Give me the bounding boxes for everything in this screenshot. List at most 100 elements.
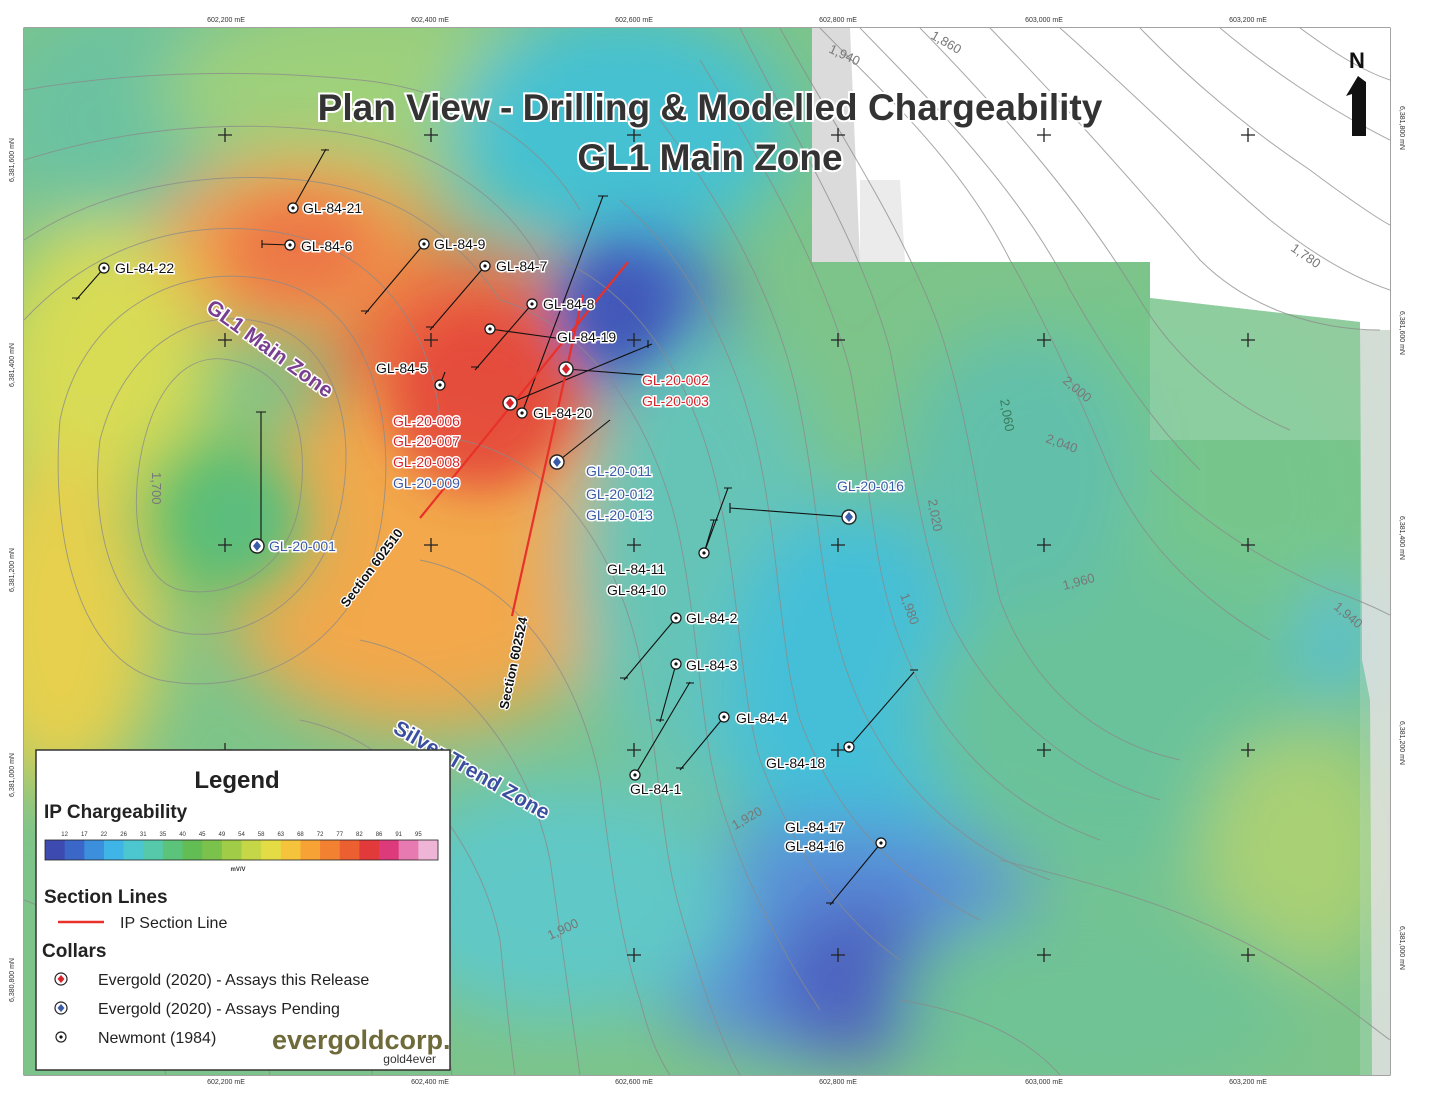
hole-label: GL-84-2 — [686, 610, 738, 626]
scale-tick-label: 17 — [81, 832, 88, 838]
svg-text:603,200 mE: 603,200 mE — [1229, 1079, 1267, 1086]
scale-tick-label: 82 — [356, 832, 363, 838]
scale-swatch — [359, 840, 380, 860]
svg-text:1,880: 1,880 — [112, 1083, 132, 1105]
hole-label: GL-84-18 — [766, 755, 825, 771]
northing-labels-left: 6,381,600 mN 6,381,400 mN 6,381,200 mN 6… — [9, 138, 16, 1002]
pending-hole-labels: GL-20-009 GL-20-011 GL-20-012 GL-20-013 … — [268, 462, 906, 556]
svg-text:602,200 mE: 602,200 mE — [207, 1079, 245, 1086]
hole-label: GL-20-003 — [642, 393, 709, 409]
svg-text:6,381,400 mN: 6,381,400 mN — [1398, 516, 1405, 560]
evergold-pending-collars — [249, 454, 857, 554]
evergold-logo: evergoldcorp. gold4ever — [272, 1025, 451, 1066]
scale-tick-label: 77 — [336, 832, 343, 838]
hole-label: GL-84-3 — [686, 657, 738, 673]
scale-swatch — [162, 840, 184, 860]
hole-label: GL-84-21 — [303, 200, 362, 216]
scale-swatch — [143, 840, 164, 860]
hole-label: GL-20-016 — [837, 478, 904, 494]
svg-text:6,381,600 mN: 6,381,600 mN — [1398, 311, 1405, 355]
scale-tick-label: 91 — [395, 832, 402, 838]
scale-tick-label: 31 — [140, 832, 147, 838]
svg-text:1,700: 1,700 — [149, 472, 164, 505]
legend: Legend IP Chargeability 12 17 22 26 31 35 40 45… — [35, 749, 451, 1071]
evergold-released-collars — [502, 361, 574, 411]
svg-text:602,800 mE: 602,800 mE — [819, 1079, 857, 1086]
hole-label: GL-20-006 — [393, 413, 460, 429]
scale-swatch — [103, 840, 125, 860]
svg-text:602,200 mE: 602,200 mE — [207, 17, 245, 24]
svg-text:603,000 mE: 603,000 mE — [1025, 1079, 1063, 1086]
hole-label: GL-84-8 — [543, 296, 595, 312]
legend-newmont-icon — [55, 1031, 67, 1043]
hole-label: GL-20-002 — [642, 372, 709, 388]
svg-text:6,381,200 mN: 6,381,200 mN — [1398, 721, 1405, 765]
svg-text:6,381,000 mN: 6,381,000 mN — [9, 753, 16, 797]
legend-section-heading: Section Lines — [44, 887, 168, 908]
chargeability-color-scale — [44, 839, 439, 861]
scale-tick-label: 35 — [160, 832, 167, 838]
scale-swatch — [221, 840, 242, 860]
svg-text:6,381,800 mN: 6,381,800 mN — [1398, 106, 1405, 150]
scale-tick-label: 54 — [238, 832, 245, 838]
scale-tick-label: 45 — [199, 832, 206, 838]
svg-text:evergoldcorp.: evergoldcorp. — [272, 1025, 451, 1055]
hole-label: GL-20-009 — [393, 475, 460, 491]
scale-swatch — [280, 840, 301, 860]
scale-tick-label: 63 — [277, 832, 284, 838]
scale-tick-label: 26 — [120, 832, 127, 838]
hole-label: GL-84-1 — [630, 781, 682, 797]
scale-tick-label: 12 — [61, 832, 68, 838]
scale-swatch — [261, 840, 282, 860]
hole-label: GL-20-012 — [586, 486, 653, 502]
scale-swatch — [320, 840, 341, 860]
scale-tick-label: 95 — [415, 832, 422, 838]
hole-label: GL-20-001 — [269, 538, 336, 554]
legend-title: Legend — [194, 767, 279, 794]
easting-labels-top: 602,200 mE 602,400 mE 602,600 mE 602,800… — [207, 17, 1267, 24]
scale-swatch — [64, 840, 85, 860]
scale-swatch — [45, 840, 66, 860]
scale-tick-label: 68 — [297, 832, 304, 838]
scale-tick-label: 86 — [376, 832, 383, 838]
scale-frame — [44, 839, 439, 861]
scale-swatch — [418, 840, 439, 860]
scale-swatch — [339, 840, 360, 860]
scale-swatch — [300, 840, 321, 860]
grid-crosses — [218, 128, 1255, 962]
north-letter: N — [1349, 48, 1365, 73]
svg-text:2,060: 2,060 — [997, 398, 1017, 433]
map-title-line2: GL1 Main Zone — [577, 137, 842, 178]
scale-swatch — [84, 840, 105, 860]
northing-labels-right: 6,381,800 mN 6,381,600 mN 6,381,400 mN 6… — [1398, 106, 1405, 970]
scale-unit: mV/V — [230, 867, 245, 873]
svg-text:602,400 mE: 602,400 mE — [411, 1079, 449, 1086]
ip-section-lines — [419, 261, 629, 617]
hole-label: GL-84-20 — [533, 405, 592, 421]
svg-text:6,380,800 mN: 6,380,800 mN — [9, 958, 16, 1002]
svg-text:6,381,600 mN: 6,381,600 mN — [9, 138, 16, 182]
legend-released-icon — [54, 972, 68, 986]
hole-label: GL-20-013 — [586, 507, 653, 523]
legend-collar-pending: Evergold (2020) - Assays Pending — [98, 1001, 340, 1018]
svg-text:602,800 mE: 602,800 mE — [819, 17, 857, 24]
scale-tick-labels: 12 17 22 26 31 35 40 45 49 54 58 63 68 72 77 82 86 91 95 — [61, 832, 422, 838]
scale-tick-label: 49 — [219, 832, 226, 838]
svg-text:2,020: 2,020 — [925, 498, 945, 533]
north-arrow-icon: N — [1346, 48, 1366, 136]
svg-text:6,381,400 mN: 6,381,400 mN — [9, 343, 16, 387]
hole-label: GL-84-22 — [115, 260, 174, 276]
scale-tick-label: 58 — [258, 832, 265, 838]
legend-section-item: IP Section Line — [120, 915, 227, 932]
scale-swatch — [398, 840, 419, 860]
scale-tick-label: 22 — [101, 832, 108, 838]
hole-label: GL-84-16 — [785, 838, 844, 854]
svg-text:603,200 mE: 603,200 mE — [1229, 17, 1267, 24]
hole-label: GL-84-4 — [736, 710, 788, 726]
svg-text:602,600 mE: 602,600 mE — [615, 1079, 653, 1086]
scale-swatch — [241, 840, 262, 860]
hole-label: GL-84-6 — [301, 238, 353, 254]
scale-swatch — [379, 840, 400, 860]
svg-text:603,000 mE: 603,000 mE — [1025, 17, 1063, 24]
legend-collar-newmont: Newmont (1984) — [98, 1030, 216, 1047]
